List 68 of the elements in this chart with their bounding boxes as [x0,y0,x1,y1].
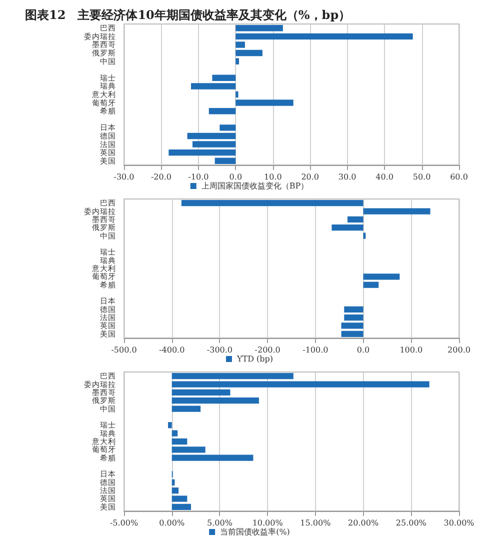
x-tick-label: 60.0 [450,172,468,182]
bar [236,50,262,56]
bar [172,487,179,494]
bar [187,132,236,140]
bar [172,389,230,396]
x-tick-label: 100.0 [400,346,423,354]
x-tick-label: 0.0 [356,346,370,354]
x-tick-label: 20.0 [301,172,320,182]
bar [172,454,254,461]
x-tick-label: -5.00% [110,518,138,528]
x-tick-label: -200.0 [254,346,280,354]
bar [344,314,364,321]
bar [172,496,188,502]
bar [347,216,364,223]
bar [332,224,364,231]
bar [363,274,400,280]
x-tick-label: -100.0 [302,346,328,354]
bar [363,282,379,288]
bar [172,406,201,412]
x-tick-label: -20.0 [150,172,172,182]
bar [191,83,236,90]
bar [208,108,236,114]
x-tick-label: -300.0 [206,346,233,354]
x-tick-label: 10.00% [252,518,284,528]
bar [236,42,245,48]
bar [214,158,236,164]
x-tick-label: 5.00% [207,518,233,528]
x-tick-label: 0.0 [229,172,242,182]
bar [236,25,283,32]
x-tick-label: -400.0 [159,346,185,354]
bar [172,446,206,453]
x-tick-label: 25.00% [396,518,427,528]
bar [344,306,364,312]
bar [172,430,178,436]
x-tick-label: -500.0 [111,346,137,354]
legend-label: 当前国债收益率(%) [220,528,290,536]
legend-label: YTD (bp) [236,354,274,364]
bar [172,373,294,380]
bar [236,58,240,64]
bar [363,208,430,214]
bar [181,200,364,206]
bar [212,74,236,82]
chart-title: 图表12 主要经济体10年期国债收益率及其变化（%，bp） [25,8,351,22]
x-tick-label: 200.0 [448,346,470,354]
x-tick-label: -30.0 [114,172,134,182]
x-tick-label: -10.0 [188,172,209,182]
bar [341,330,364,337]
bar [172,438,188,445]
x-tick-label: 50.0 [412,172,431,182]
bar [236,33,413,40]
bar [172,398,259,404]
bar [172,504,191,510]
x-tick-label: 30.00% [444,518,475,528]
x-tick-label: 0.00% [159,518,185,528]
bar [168,149,236,156]
bar [341,322,364,329]
bar [220,124,236,131]
bar [192,141,236,148]
x-tick-label: 20.00% [348,518,379,528]
bar [236,91,238,98]
bar [172,381,430,388]
x-tick-label: 15.00% [300,518,332,528]
x-tick-label: 30.0 [338,172,356,182]
legend-label: 上周国家国债收益变化（BP） [201,182,309,190]
x-tick-label: 40.0 [376,172,394,182]
bar [236,100,294,106]
x-tick-label: 10.0 [264,172,282,182]
bar [168,422,172,428]
